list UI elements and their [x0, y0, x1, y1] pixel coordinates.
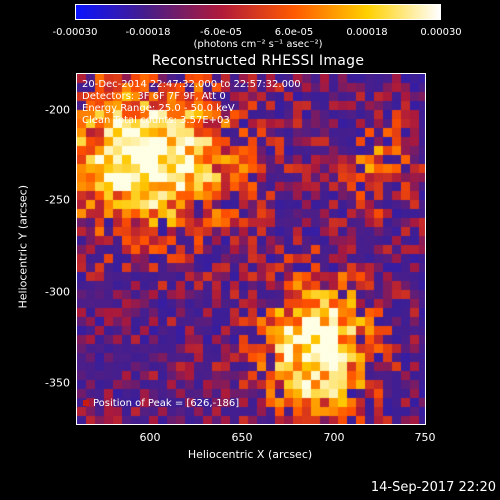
- info-detectors: Detectors: 3F 6F 7F 9F, Att 0: [82, 91, 226, 102]
- peak-marker: [83, 400, 89, 406]
- info-energy-range: Energy Range: 25.0 - 50.0 keV: [82, 103, 235, 114]
- x-tick-label: 750: [414, 431, 436, 444]
- x-tick-label: 650: [231, 431, 253, 444]
- y-tick-label: -300: [45, 285, 70, 299]
- colorbar-tick: 0.00030: [420, 27, 462, 38]
- rhessi-heatmap: [77, 74, 425, 424]
- colorbar-tick: 6.0e-05: [274, 27, 314, 38]
- colorbar-tick: -0.00018: [125, 27, 171, 38]
- y-tick-label: -200: [45, 103, 70, 117]
- image-title: Reconstructed RHESSI Image: [151, 53, 365, 69]
- y-axis-label: Heliocentric Y (arcsec): [16, 184, 30, 309]
- colorbar: [75, 4, 441, 20]
- colorbar-units: (photons cm⁻² s⁻¹ asec⁻²): [193, 39, 323, 50]
- x-tick-label: 700: [323, 431, 345, 444]
- peak-position-label: Position of Peak = [626,-186]: [93, 398, 240, 409]
- y-tick-label: -250: [45, 193, 70, 207]
- colorbar-tick: -6.0e-05: [200, 27, 242, 38]
- plot-datestamp: 14-Sep-2017 22:20: [370, 480, 496, 495]
- x-axis-label: Heliocentric X (arcsec): [187, 448, 313, 461]
- rhessi-image-plot: [76, 73, 426, 425]
- x-tick-label: 600: [139, 431, 161, 444]
- colorbar-tick: 0.00018: [346, 27, 388, 38]
- info-total-counts: Clean Total counts: 3.57E+03: [82, 115, 230, 126]
- y-tick-label: -350: [45, 376, 70, 390]
- colorbar-tick: -0.00030: [52, 27, 98, 38]
- info-time-range: 20-Dec-2014 22:47:32.000 to 22:57:32.000: [82, 79, 301, 90]
